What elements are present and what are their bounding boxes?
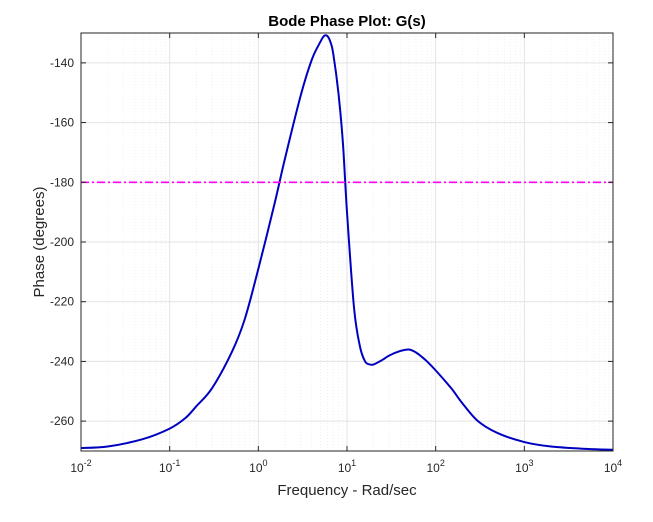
x-tick-label: 100 xyxy=(249,458,267,475)
x-tick-label: 103 xyxy=(515,458,533,475)
x-tick-label: 102 xyxy=(426,458,444,475)
y-tick-label: -140 xyxy=(50,56,74,70)
x-tick-label: 10-2 xyxy=(70,458,91,475)
x-tick-labels: 10-2 10-1 100 101 102 103 104 xyxy=(70,458,622,475)
x-tick-label: 104 xyxy=(604,458,622,475)
plot-area xyxy=(81,34,613,451)
x-tick-label: 10-1 xyxy=(159,458,180,475)
y-tick-label: -160 xyxy=(50,116,74,130)
grid-lines xyxy=(80,33,613,451)
y-tick-label: -260 xyxy=(50,414,74,428)
y-tick-label: -240 xyxy=(50,354,74,368)
chart-title: Bode Phase Plot: G(s) xyxy=(268,13,426,30)
phase-response-line xyxy=(81,34,613,451)
y-tick-label: -180 xyxy=(50,175,74,189)
y-tick-label: -200 xyxy=(50,235,74,249)
x-tick-label: 101 xyxy=(338,458,356,475)
x-axis-label: Frequency - Rad/sec xyxy=(277,482,417,499)
y-axis-label: Phase (degrees) xyxy=(31,187,48,298)
y-tick-label: -220 xyxy=(50,295,74,309)
y-tick-labels: -140 -160 -180 -200 -220 -240 -260 xyxy=(50,56,74,428)
tick-marks xyxy=(80,33,614,451)
